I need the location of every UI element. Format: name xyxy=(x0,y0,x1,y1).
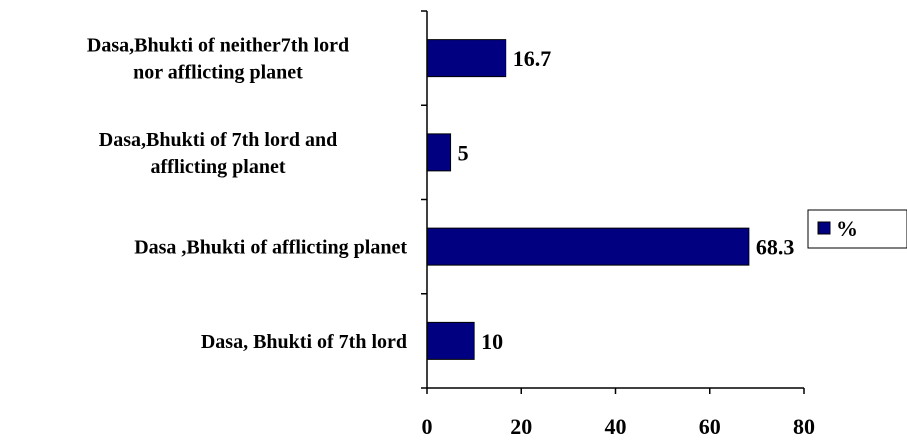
category-label: Dasa,Bhukti of 7th lord and xyxy=(99,129,337,151)
bar xyxy=(426,227,750,266)
x-tick-labels: 0 20 40 60 80 xyxy=(422,414,816,439)
data-label: 10 xyxy=(481,329,503,354)
data-label: 16.7 xyxy=(513,46,552,71)
x-tick-label: 0 xyxy=(422,414,433,439)
legend-label: % xyxy=(836,216,858,241)
x-tick-label: 40 xyxy=(605,414,627,439)
bars: 16.7 5 68.3 10 xyxy=(426,39,795,360)
bar xyxy=(426,321,475,360)
bar xyxy=(426,133,452,172)
category-label: afflicting planet xyxy=(151,156,286,178)
category-label: Dasa,Bhukti of neither7th lord xyxy=(87,35,349,57)
x-tick-label: 80 xyxy=(793,414,815,439)
legend-swatch xyxy=(817,221,831,235)
x-tick-label: 20 xyxy=(510,414,532,439)
category-labels: Dasa,Bhukti of neither7th lord nor afflic… xyxy=(87,35,407,353)
bar xyxy=(426,39,507,78)
category-label: Dasa ,Bhukti of afflicting planet xyxy=(134,237,407,259)
category-label: Dasa, Bhukti of 7th lord xyxy=(201,331,407,353)
category-label: nor afflicting planet xyxy=(133,62,303,84)
data-label: 5 xyxy=(458,140,469,165)
x-tick-label: 60 xyxy=(699,414,721,439)
legend: % xyxy=(807,209,907,249)
data-label: 68.3 xyxy=(756,235,795,260)
